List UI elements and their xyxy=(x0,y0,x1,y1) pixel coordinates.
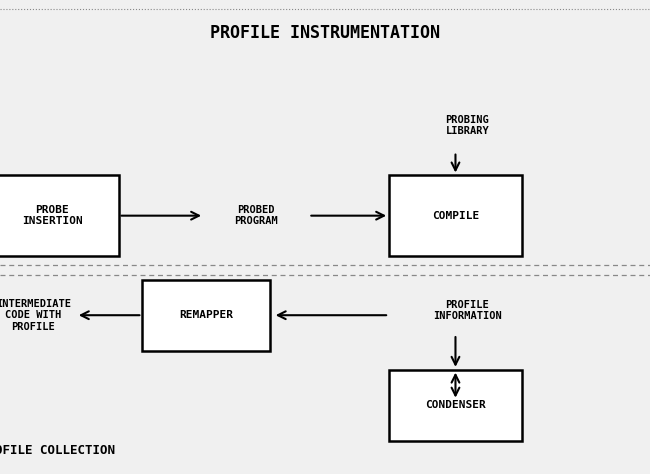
Bar xyxy=(389,370,522,441)
Text: PROFILE
INFORMATION: PROFILE INFORMATION xyxy=(433,300,502,321)
Bar xyxy=(0,175,118,256)
Text: INTERMEDIATE
CODE WITH
PROFILE: INTERMEDIATE CODE WITH PROFILE xyxy=(0,299,71,332)
Text: PROBED
PROGRAM: PROBED PROGRAM xyxy=(235,205,278,227)
Text: COMPILE: COMPILE xyxy=(432,210,479,221)
Bar xyxy=(142,280,270,351)
Text: PROFILE INSTRUMENTATION: PROFILE INSTRUMENTATION xyxy=(210,24,440,42)
Text: PROFILE COLLECTION: PROFILE COLLECTION xyxy=(0,444,116,457)
Text: CONDENSER: CONDENSER xyxy=(425,400,486,410)
Text: PROBE
INSERTION: PROBE INSERTION xyxy=(22,205,83,227)
Bar xyxy=(389,175,522,256)
Text: REMAPPER: REMAPPER xyxy=(179,310,233,320)
Text: PROBING
LIBRARY: PROBING LIBRARY xyxy=(445,115,489,137)
